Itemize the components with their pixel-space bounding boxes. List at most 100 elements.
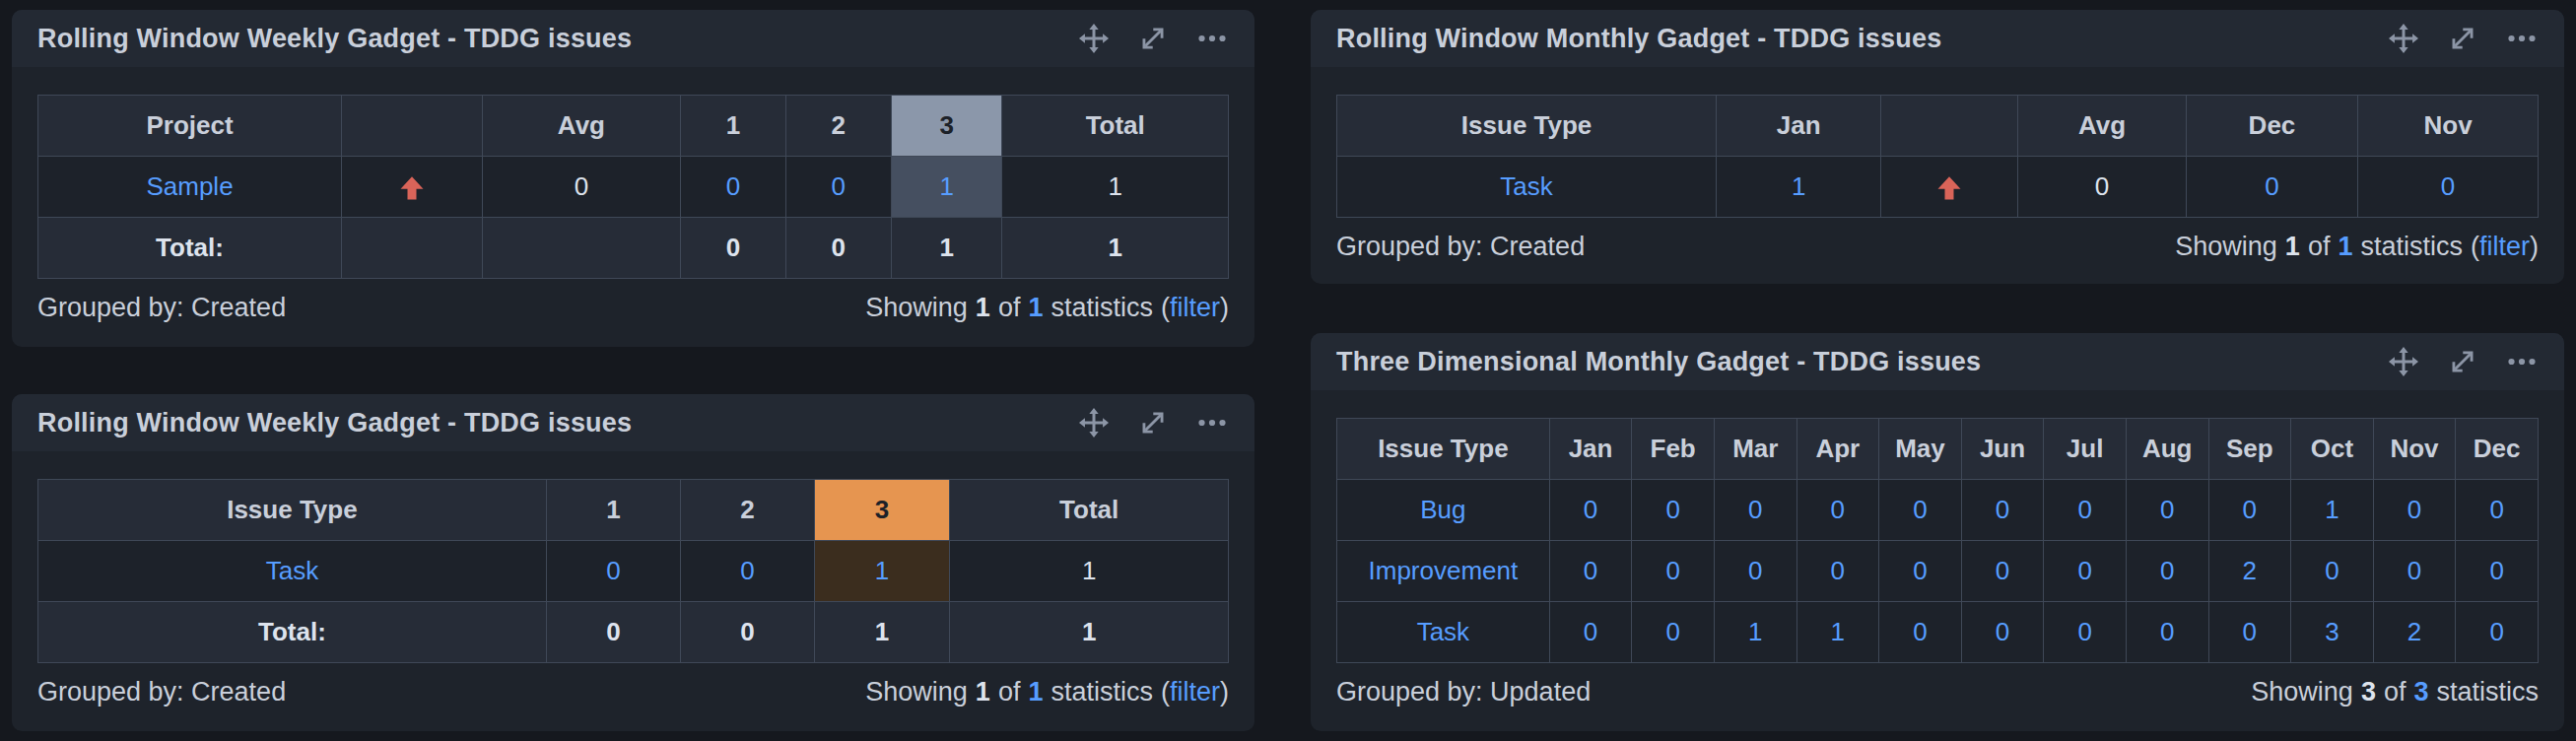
showing-statistics: Showing 3 of 3 statistics xyxy=(2251,677,2539,707)
expand-icon[interactable] xyxy=(1136,406,1170,439)
filter-link[interactable]: filter xyxy=(1170,293,1220,323)
stat-link[interactable]: 0 xyxy=(1913,495,1927,524)
stat-cell: 0 xyxy=(2186,157,2357,218)
total-value: 1 xyxy=(892,218,1002,279)
column-header: Project xyxy=(38,96,342,157)
stat-link[interactable]: 0 xyxy=(2489,617,2503,646)
column-header: Jan xyxy=(1717,96,1881,157)
stat-link[interactable]: 1 xyxy=(1792,171,1805,201)
column-header: Oct xyxy=(2291,419,2374,480)
stat-link[interactable]: 0 xyxy=(1831,495,1845,524)
stat-cell: 0 xyxy=(2208,480,2291,541)
stat-cell: 0 xyxy=(2018,157,2187,218)
stat-link[interactable]: 0 xyxy=(2441,171,2455,201)
stat-cell: 0 xyxy=(2456,480,2539,541)
stat-link[interactable]: 2 xyxy=(2243,556,2257,585)
stat-link[interactable]: 0 xyxy=(1665,617,1679,646)
issue-type-link[interactable]: Task xyxy=(1500,171,1552,201)
column-header: Nov xyxy=(2373,419,2456,480)
project-link[interactable]: Sample xyxy=(146,171,233,201)
stat-link[interactable]: 0 xyxy=(2160,556,2174,585)
stat-link[interactable]: 0 xyxy=(2077,495,2091,524)
expand-icon[interactable] xyxy=(2446,345,2479,378)
stat-link[interactable]: 0 xyxy=(1584,617,1597,646)
move-icon[interactable] xyxy=(2387,22,2420,55)
issue-type-link[interactable]: Task xyxy=(266,556,318,585)
trend-cell xyxy=(1881,157,2018,218)
move-icon[interactable] xyxy=(1077,22,1111,55)
stat-link[interactable]: 0 xyxy=(2265,171,2278,201)
stat-link[interactable]: 0 xyxy=(2407,495,2421,524)
stat-link[interactable]: 0 xyxy=(1748,495,1762,524)
stat-link[interactable]: 3 xyxy=(2325,617,2339,646)
stat-link[interactable]: 0 xyxy=(1996,495,2009,524)
left-column: Rolling Window Weekly Gadget - TDDG issu… xyxy=(12,10,1254,731)
stat-link[interactable]: 1 xyxy=(2325,495,2339,524)
shown-count: 3 xyxy=(2361,677,2376,707)
stat-link[interactable]: 0 xyxy=(726,171,740,201)
stat-cell: 0 xyxy=(785,157,892,218)
stat-link[interactable]: 0 xyxy=(2243,617,2257,646)
stat-link[interactable]: 0 xyxy=(1996,556,2009,585)
stat-link[interactable]: 0 xyxy=(1665,495,1679,524)
stat-link[interactable]: 0 xyxy=(2160,495,2174,524)
column-header: Jul xyxy=(2044,419,2127,480)
move-icon[interactable] xyxy=(1077,406,1111,439)
stat-value: 1 xyxy=(1082,556,1096,585)
stat-link[interactable]: 0 xyxy=(2489,556,2503,585)
column-header: Nov xyxy=(2358,96,2539,157)
stat-link[interactable]: 0 xyxy=(1665,556,1679,585)
total-value: 0 xyxy=(546,602,681,663)
stat-link[interactable]: 0 xyxy=(1584,556,1597,585)
expand-icon[interactable] xyxy=(2446,22,2479,55)
gadget-footer: Grouped by: Created Showing 1 of 1 stati… xyxy=(37,293,1229,323)
stat-link[interactable]: 0 xyxy=(1996,617,2009,646)
expand-icon[interactable] xyxy=(1136,22,1170,55)
more-menu-icon[interactable] xyxy=(1195,22,1229,55)
column-header: Apr xyxy=(1796,419,1879,480)
stat-cell: 0 xyxy=(1879,480,1962,541)
stat-link[interactable]: 0 xyxy=(606,556,620,585)
more-menu-icon[interactable] xyxy=(2505,345,2539,378)
move-icon[interactable] xyxy=(2387,345,2420,378)
stat-link[interactable]: 0 xyxy=(832,171,846,201)
gadget-body: Issue TypeJanFebMarAprMayJunJulAugSepOct… xyxy=(1311,390,2564,707)
stat-link[interactable]: 0 xyxy=(1748,556,1762,585)
right-column: Rolling Window Monthly Gadget - TDDG iss… xyxy=(1311,10,2564,731)
stat-link[interactable]: 1 xyxy=(940,171,954,201)
issue-type-link[interactable]: Task xyxy=(1417,617,1469,646)
stat-link[interactable]: 0 xyxy=(1831,556,1845,585)
stat-link[interactable]: 0 xyxy=(2077,556,2091,585)
stat-link[interactable]: 1 xyxy=(1748,617,1762,646)
stat-cell: 0 xyxy=(482,157,681,218)
stat-link[interactable]: 0 xyxy=(740,556,754,585)
total-value: 0 xyxy=(681,218,785,279)
stat-link[interactable]: 0 xyxy=(1913,556,1927,585)
stat-link[interactable]: 0 xyxy=(1584,495,1597,524)
issue-type-link[interactable]: Bug xyxy=(1420,495,1465,524)
more-menu-icon[interactable] xyxy=(1195,406,1229,439)
gadget-header: Three Dimensional Monthly Gadget - TDDG … xyxy=(1311,333,2564,390)
stat-link[interactable]: 0 xyxy=(2407,556,2421,585)
stat-link[interactable]: 0 xyxy=(2325,556,2339,585)
grouped-by-label: Grouped by: Updated xyxy=(1336,677,1591,707)
of-label: of xyxy=(998,293,1021,323)
stats-table: Issue Type123TotalTask0011Total:0011 xyxy=(37,479,1229,663)
filter-link[interactable]: filter xyxy=(2479,232,2530,262)
stat-link[interactable]: 2 xyxy=(2407,617,2421,646)
stat-link[interactable]: 0 xyxy=(1913,617,1927,646)
filter-link[interactable]: filter xyxy=(1170,677,1220,707)
stat-link[interactable]: 0 xyxy=(2489,495,2503,524)
paren-close: ) xyxy=(1220,293,1229,323)
stat-link[interactable]: 0 xyxy=(2077,617,2091,646)
stat-link[interactable]: 0 xyxy=(2160,617,2174,646)
gadget-title: Rolling Window Weekly Gadget - TDDG issu… xyxy=(37,24,632,54)
stat-cell: Improvement xyxy=(1337,541,1550,602)
issue-type-link[interactable]: Improvement xyxy=(1369,556,1519,585)
gadget-title: Rolling Window Monthly Gadget - TDDG iss… xyxy=(1336,24,1941,54)
stat-link[interactable]: 0 xyxy=(2243,495,2257,524)
stat-link[interactable]: 1 xyxy=(875,556,889,585)
more-menu-icon[interactable] xyxy=(2505,22,2539,55)
total-label: Total: xyxy=(38,602,547,663)
stat-link[interactable]: 1 xyxy=(1831,617,1845,646)
